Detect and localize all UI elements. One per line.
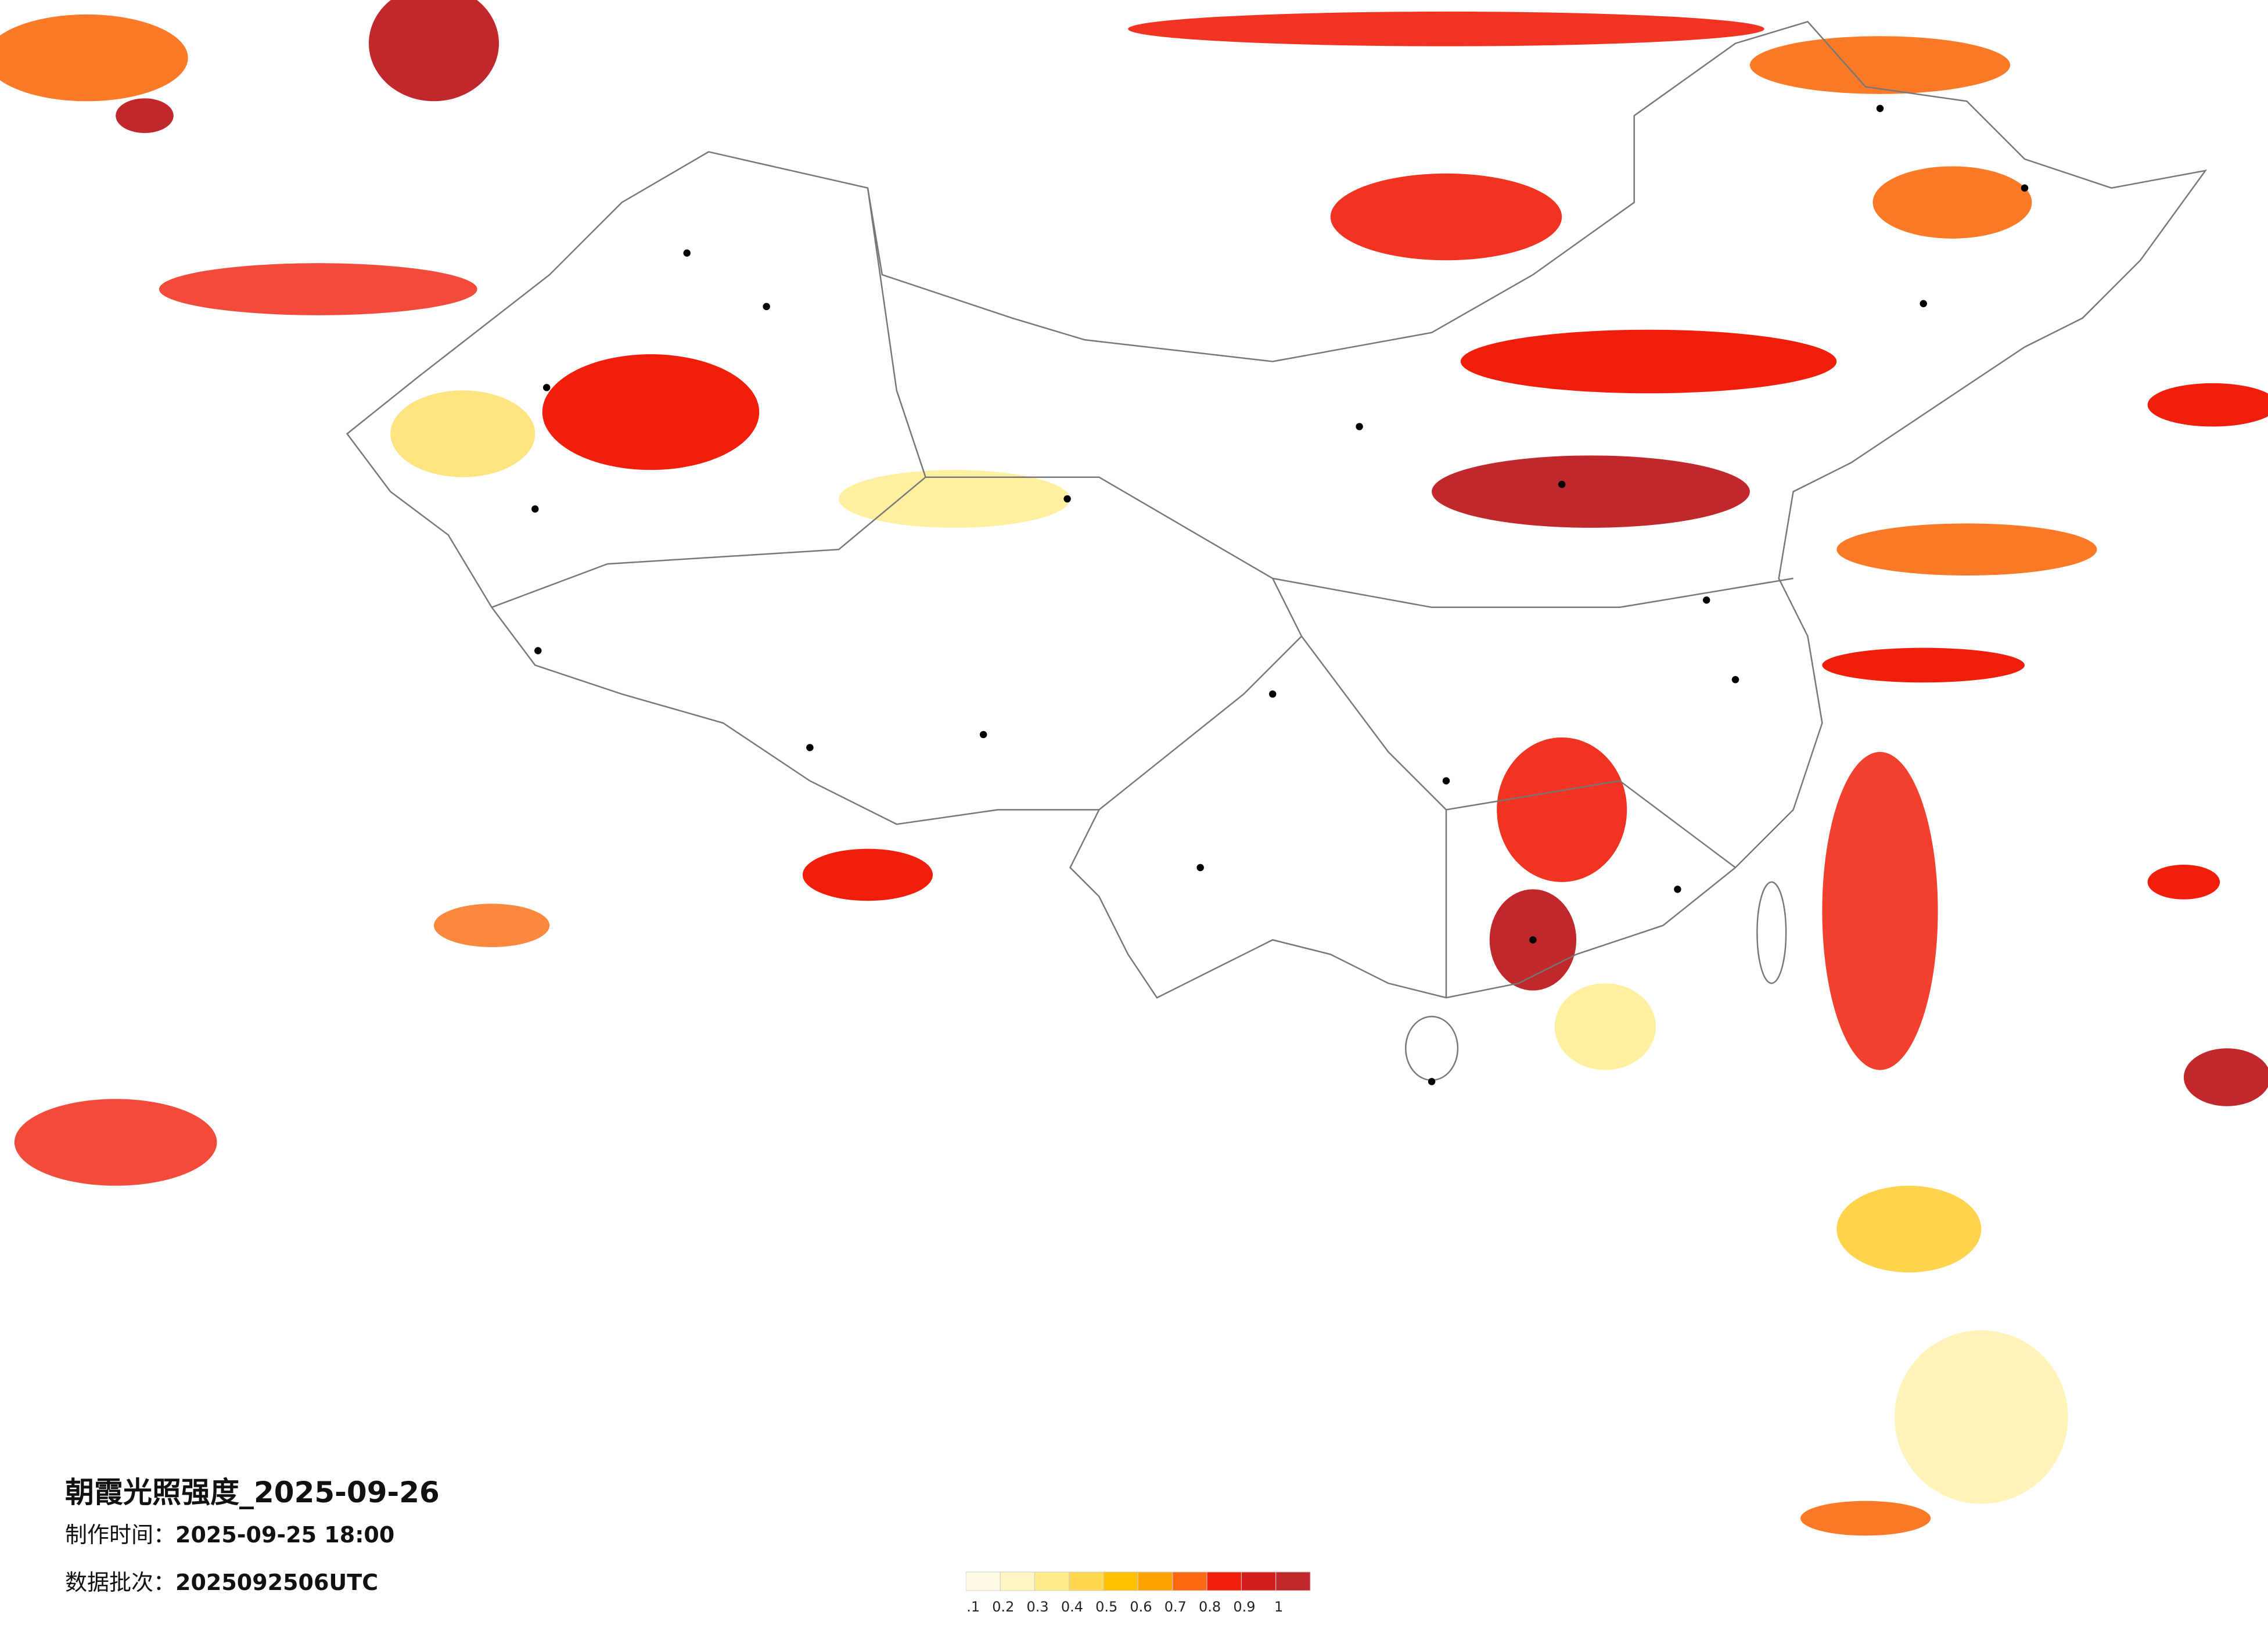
legend-swatch [1000,1571,1036,1591]
legend-label: 0.1 [966,1599,980,1615]
legend-label: 0.8 [1199,1599,1221,1615]
city-dots [531,105,2029,1085]
legend-swatch [1172,1571,1207,1591]
made-time-label: 制作时间： [65,1522,176,1548]
legend-label: 0.3 [1027,1599,1049,1615]
legend-label: 0.5 [1095,1599,1117,1615]
legend-swatch [1241,1571,1277,1591]
legend-label: 0.9 [1233,1599,1255,1615]
batch: 数据批次：2025092506UTC [65,1564,378,1596]
legend-swatch [1138,1571,1173,1591]
legend-swatch [1275,1571,1311,1591]
legend-swatch [1034,1571,1070,1591]
borders [346,20,2208,1081]
batch-value: 2025092506UTC [175,1570,379,1595]
title: 朝霞光照强度_2025-09-26 [65,1476,440,1509]
legend-swatch [1103,1571,1138,1591]
heat-blobs [0,0,2268,1536]
made-time-value: 2025-09-25 18:00 [175,1522,395,1548]
legend-swatch [1206,1571,1242,1591]
made-time: 制作时间：2025-09-25 18:00 [65,1517,394,1549]
legend-swatch [966,1571,1001,1591]
legend-swatch [1069,1571,1104,1591]
legend-label: 0.4 [1061,1599,1083,1615]
legend-label: 0.2 [992,1599,1014,1615]
map-layer [0,0,2268,1536]
legend: 0.1 0.2 0.3 0.4 0.5 0.6 0.7 0.8 0.9 1 [966,1571,1311,1615]
legend-label: 0.6 [1130,1599,1152,1615]
legend-label: 1 [1274,1599,1283,1615]
legend-label: 0.7 [1164,1599,1187,1615]
batch-label: 数据批次： [65,1570,176,1595]
